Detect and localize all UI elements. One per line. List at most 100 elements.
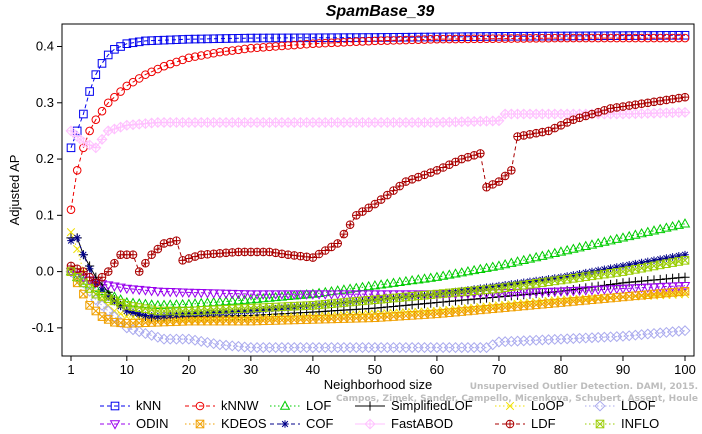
data-point-odin <box>654 283 666 293</box>
data-point-knnw <box>624 33 634 43</box>
data-point-ldof <box>108 311 120 323</box>
data-point-odin <box>642 283 654 293</box>
legend-label: kNN <box>136 398 161 413</box>
legend-item-fastabod: FastABOD <box>355 416 453 431</box>
data-point-odin <box>332 290 343 300</box>
data-point-cof <box>290 303 299 311</box>
data-point-knnw <box>240 44 249 54</box>
data-point-lof <box>158 299 170 309</box>
data-point-ldof <box>679 325 691 337</box>
data-point-odin <box>146 287 157 297</box>
data-point-knnw <box>637 33 646 43</box>
data-point-lof <box>499 258 511 269</box>
legend: kNN kNNW LOF SimplifiedLOF LoOP LDOF ODIN KDEOS… <box>100 398 659 431</box>
data-point-fastabod <box>493 115 505 127</box>
data-point-simplifiedlof <box>370 303 380 313</box>
data-point-ldf <box>649 97 659 107</box>
data-point-lof <box>574 242 585 252</box>
data-point-cof <box>482 283 491 292</box>
data-point-lof <box>462 265 474 276</box>
data-point-knn <box>159 35 169 45</box>
data-point-knn <box>203 34 212 44</box>
data-point-knnw <box>494 34 504 43</box>
data-point-odin <box>574 286 585 297</box>
data-point-ldf <box>128 250 138 260</box>
data-point-knnw <box>389 36 398 45</box>
data-point-lof <box>512 256 523 266</box>
data-point-knn <box>488 32 498 41</box>
data-point-knn <box>593 31 603 41</box>
y-axis-label: Adjusted AP <box>7 155 22 226</box>
data-point-lof <box>555 246 567 256</box>
data-point-cof <box>166 311 175 320</box>
data-point-odin <box>320 290 331 300</box>
data-point-knnw <box>227 46 237 55</box>
data-point-knnw <box>457 34 467 44</box>
data-point-ldof <box>667 326 679 338</box>
y-tick-label: -0.1 <box>32 320 54 335</box>
data-point-knn <box>556 31 566 41</box>
series-fastabod <box>65 106 691 154</box>
data-point-ldof <box>127 324 139 336</box>
data-point-cof <box>501 281 509 289</box>
data-point-lof <box>623 230 635 241</box>
data-point-lof <box>369 280 381 290</box>
data-point-ldf <box>519 131 529 140</box>
x-tick-label: 70 <box>492 362 506 377</box>
data-point-lof <box>419 273 430 283</box>
legend-label: SimplifiedLOF <box>391 398 473 413</box>
data-point-knnw <box>525 34 535 43</box>
data-point-odin <box>195 289 207 299</box>
data-point-odin <box>239 290 250 300</box>
data-point-lof <box>307 288 319 298</box>
data-point-lof <box>568 243 579 253</box>
data-point-knn <box>103 50 113 60</box>
legend-marker <box>195 401 205 411</box>
data-point-knn <box>320 33 330 43</box>
data-point-knn <box>165 35 175 45</box>
data-point-knn <box>134 37 144 47</box>
data-point-odin <box>251 290 263 300</box>
data-point-knnw <box>308 39 318 48</box>
data-point-odin <box>679 281 691 292</box>
series-line-knn <box>70 34 685 148</box>
data-point-lof <box>530 251 542 262</box>
data-point-knnw <box>122 81 132 91</box>
data-point-odin <box>636 283 647 294</box>
legend-marker <box>594 400 606 412</box>
data-point-cof <box>191 309 199 318</box>
data-point-fastabod <box>146 117 158 129</box>
data-point-fastabod <box>127 119 139 131</box>
data-point-ldf <box>110 258 119 268</box>
data-point-knnw <box>103 98 113 108</box>
data-point-ldf <box>407 175 417 184</box>
data-point-knn <box>451 32 460 42</box>
data-point-knn <box>110 45 119 54</box>
x-tick-label: 20 <box>182 362 196 377</box>
data-point-ldf <box>333 239 342 248</box>
data-point-cof <box>637 258 646 267</box>
data-point-knn <box>581 31 591 41</box>
data-point-knn <box>246 33 256 43</box>
data-point-knnw <box>414 35 423 44</box>
data-point-knn <box>91 70 101 79</box>
data-point-knnw <box>488 34 498 43</box>
data-point-cof <box>526 277 534 286</box>
data-point-knnw <box>395 35 405 45</box>
data-point-lof <box>636 227 647 238</box>
data-point-knn <box>538 31 547 41</box>
data-point-ldf <box>476 149 485 158</box>
data-point-knnw <box>66 205 76 214</box>
data-point-knn <box>116 42 125 51</box>
data-point-knnw <box>612 33 622 43</box>
data-point-cof <box>476 284 485 292</box>
data-point-odin <box>183 288 195 299</box>
data-point-odin <box>369 290 381 300</box>
data-point-odin <box>506 288 517 299</box>
data-point-knnw <box>327 38 336 48</box>
data-point-fastabod <box>84 139 96 151</box>
data-point-odin <box>586 286 598 296</box>
data-point-odin <box>289 290 300 300</box>
data-point-ldof <box>226 340 238 352</box>
data-point-cof <box>110 297 119 306</box>
